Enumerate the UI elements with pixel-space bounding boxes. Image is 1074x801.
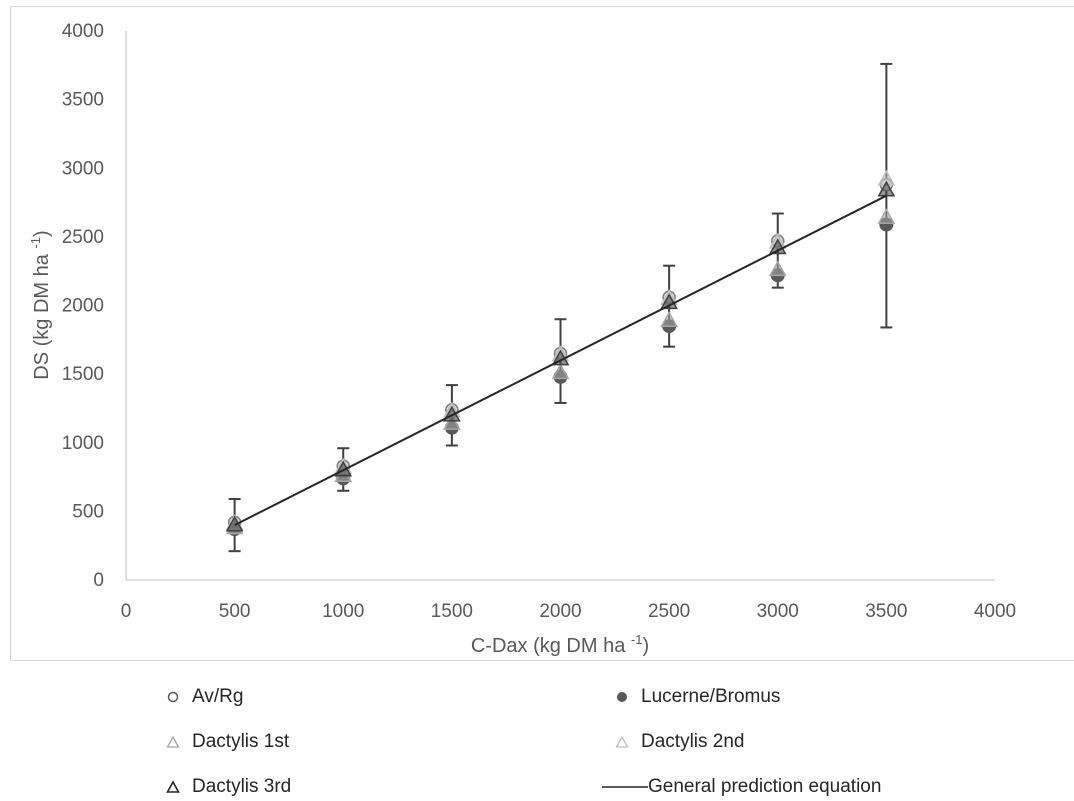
x-tick-label: 2500	[648, 601, 690, 622]
legend-item-lucerne-bromus: Lucerne/Bromus	[615, 686, 780, 708]
point-series-2	[442, 413, 461, 430]
y-tick-label: 1500	[62, 364, 104, 385]
x-axis-title: C-Dax (kg DM ha -1)	[471, 632, 649, 657]
legend-item-dactylis-1st: Dactylis 1st	[166, 731, 289, 753]
y-tick-label: 2000	[62, 296, 104, 317]
legend-label-prediction-line: General prediction equation	[648, 776, 882, 797]
legend-label-av-rg: Av/Rg	[192, 686, 244, 707]
legend-marker-circle-filled-icon	[617, 692, 627, 702]
y-tick-label: 2500	[62, 227, 104, 248]
legend-label-lucerne-bromus: Lucerne/Bromus	[641, 686, 781, 707]
prediction-line	[234, 194, 887, 526]
point-series-4	[768, 238, 787, 255]
legend-line-icon	[602, 786, 648, 788]
chart-frame	[10, 6, 1074, 661]
legend-marker-circle-open-icon	[167, 691, 179, 703]
legend-item-prediction-line: General prediction equation	[602, 776, 881, 798]
legend-label-dactylis-1st: Dactylis 1st	[192, 731, 290, 752]
point-series-2	[877, 208, 896, 225]
legend-marker-triangle-dark-icon	[166, 780, 180, 793]
x-tick-label: 3500	[865, 601, 907, 622]
y-tick-label: 4000	[62, 21, 104, 42]
y-tick-label: 0	[93, 570, 104, 591]
legend-label-dactylis-2nd: Dactylis 2nd	[641, 731, 745, 752]
point-series-2	[660, 311, 679, 327]
point-series-4	[660, 293, 679, 310]
y-tick-label: 3500	[62, 90, 104, 111]
point-series-2	[551, 363, 570, 380]
legend-label-dactylis-3rd: Dactylis 3rd	[192, 776, 292, 797]
legend-item-av-rg: Av/Rg	[166, 686, 243, 708]
y-tick-label: 3000	[62, 158, 104, 179]
y-tick-label: 1000	[62, 433, 104, 454]
legend-marker-triangle-light-icon	[166, 735, 180, 748]
x-tick-label: 500	[219, 601, 251, 622]
x-tick-label: 1000	[322, 601, 364, 622]
x-tick-label: 3000	[757, 601, 799, 622]
y-tick-label: 500	[72, 501, 104, 522]
legend-item-dactylis-3rd: Dactylis 3rd	[166, 776, 291, 798]
x-tick-label: 4000	[974, 601, 1016, 622]
x-tick-label: 0	[121, 601, 132, 622]
legend-item-dactylis-2nd: Dactylis 2nd	[615, 731, 745, 753]
x-tick-label: 2000	[539, 601, 581, 622]
point-series-2	[768, 260, 787, 277]
x-tick-label: 1500	[431, 601, 473, 622]
y-axis-title: DS (kg DM ha -1)	[28, 230, 53, 379]
legend-marker-triangle-lighter-icon	[615, 735, 629, 748]
